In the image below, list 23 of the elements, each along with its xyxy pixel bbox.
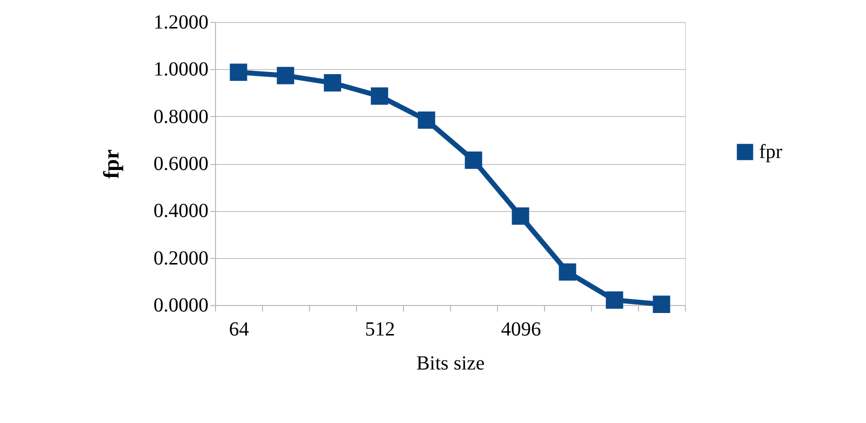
x-tick-label: 64 [229, 318, 249, 340]
legend-label: fpr [759, 141, 783, 163]
x-tick-label: 4096 [501, 318, 541, 340]
point [652, 296, 670, 313]
y-tick-label: 0.6000 [154, 153, 208, 175]
point [418, 111, 436, 129]
y-tick-label: 1.2000 [154, 12, 208, 34]
y-axis-title: fpr [98, 149, 124, 179]
point [370, 87, 388, 105]
y-tick-label: 0.0000 [154, 294, 208, 316]
y-tick-label: 0.2000 [154, 247, 208, 270]
x-tick-label: 512 [365, 318, 395, 340]
point [276, 66, 294, 84]
x-axis-title: Bits size [416, 352, 485, 374]
point [512, 207, 530, 225]
point [464, 152, 482, 169]
point [558, 263, 576, 281]
point [324, 74, 342, 92]
y-tick-label: 1.0000 [154, 58, 208, 81]
y-tick-label: 0.4000 [154, 200, 208, 222]
point [606, 291, 624, 309]
y-tick-label: 0.8000 [154, 106, 208, 128]
point [230, 64, 248, 81]
